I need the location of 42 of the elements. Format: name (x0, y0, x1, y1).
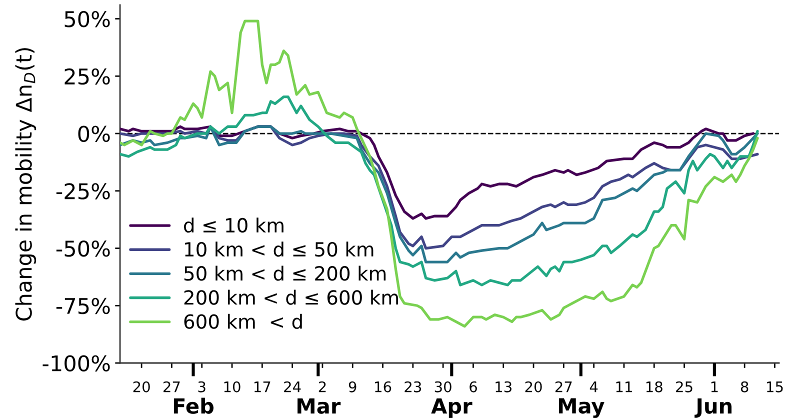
legend-label: 200 km < d ≤ 600 km (184, 290, 398, 305)
x-tick-label: 3 (198, 381, 206, 392)
line-series (120, 95, 759, 286)
x2-tick-label: May (558, 398, 604, 418)
x-tick-label: 17 (254, 382, 270, 392)
x-tick-label: 18 (646, 381, 662, 392)
y-tick-label: 0% (78, 126, 110, 142)
x-tick-label: 4 (590, 382, 598, 392)
x-tick-label: 25 (676, 381, 692, 392)
legend-label: 10 km < d ≤ 50 km (185, 242, 374, 257)
x-tick-label: 23 (404, 381, 422, 392)
x-tick-label: 15 (767, 382, 783, 392)
x-tick-label: 24 (284, 381, 301, 392)
x-tick-label: 1 (711, 382, 718, 392)
legend-label: d ≤ 10 km (184, 218, 284, 233)
x-tick-label: 13 (496, 381, 512, 392)
y-tick-label: -100% (42, 355, 110, 372)
y-tick-label: -25% (56, 183, 110, 200)
x-tick-label: 20 (133, 381, 150, 392)
x-tick-label: 10 (224, 381, 240, 392)
x-tick-label: 6 (470, 381, 477, 392)
y-tick-label: -75% (56, 298, 110, 314)
x-tick-label: 20 (525, 381, 542, 392)
legend-label: 600 km < d (184, 314, 302, 329)
x2-tick-label: Jun (694, 398, 732, 418)
x-tick-label: 11 (616, 382, 632, 392)
x-tick-label: 27 (555, 381, 572, 392)
x2-tick-label: Feb (174, 398, 214, 414)
x-tick-label: 30 (434, 381, 452, 392)
x2-tick-label: Mar (298, 398, 341, 414)
line-series (120, 20, 759, 328)
x-tick-label: 27 (164, 381, 180, 392)
x-tick-label: 2 (318, 381, 326, 392)
x-tick-label: 9 (348, 381, 356, 392)
x-tick-label: 16 (375, 381, 392, 392)
x2-tick-label: Apr (431, 398, 472, 418)
x-tick-label: 8 (740, 381, 748, 392)
legend-label: 50 km < d ≤ 200 km (184, 266, 386, 281)
y-tick-label: 50% (64, 10, 110, 28)
y-tick-label: -50% (56, 240, 110, 257)
y-axis-title: Change in mobility Δn$_{D}$(t) (15, 48, 36, 321)
y-tick-label: 25% (64, 68, 110, 85)
